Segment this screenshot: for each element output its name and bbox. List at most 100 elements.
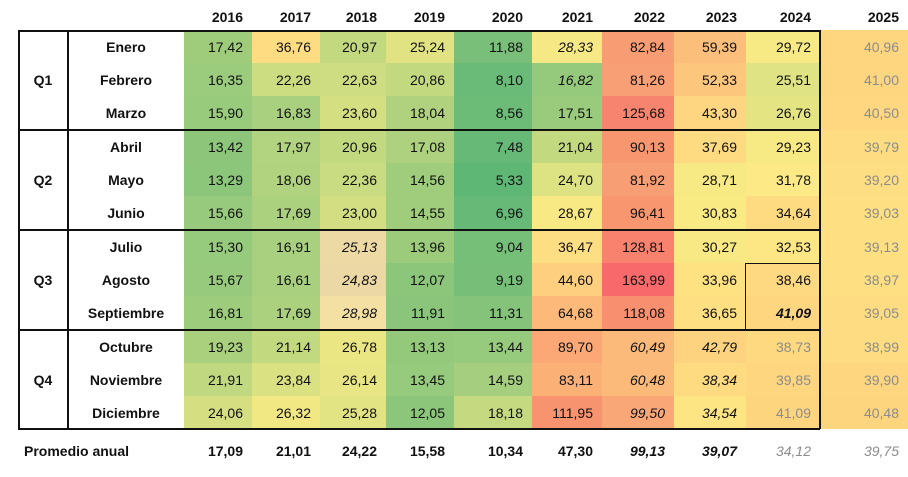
annual-average-value[interactable]: 17,09 xyxy=(207,443,243,459)
value-cell[interactable]: 13,13 xyxy=(386,330,454,363)
value-cell[interactable]: 52,33 xyxy=(674,63,746,96)
value-cell[interactable]: 22,26 xyxy=(252,63,320,96)
value-cell[interactable]: 28,98 xyxy=(320,296,386,330)
value-cell[interactable]: 16,81 xyxy=(184,296,252,330)
value-cell[interactable]: 11,88 xyxy=(454,30,532,63)
value-cell[interactable]: 96,41 xyxy=(602,196,674,230)
month-label[interactable]: Diciembre xyxy=(92,404,160,421)
value-cell[interactable]: 41,00 xyxy=(820,63,908,96)
annual-average-value[interactable]: 24,22 xyxy=(341,443,377,459)
value-cell[interactable]: 25,24 xyxy=(386,30,454,63)
value-cell[interactable]: 21,14 xyxy=(252,330,320,363)
value-cell[interactable]: 18,04 xyxy=(386,96,454,130)
value-cell[interactable]: 81,92 xyxy=(602,163,674,196)
value-cell[interactable]: 16,82 xyxy=(532,63,602,96)
quarter-label-q4[interactable]: Q4 xyxy=(33,371,53,388)
value-cell[interactable]: 17,97 xyxy=(252,130,320,163)
value-cell[interactable]: 14,59 xyxy=(454,363,532,396)
value-cell[interactable]: 9,19 xyxy=(454,263,532,296)
value-cell[interactable]: 15,90 xyxy=(184,96,252,130)
value-cell[interactable]: 15,30 xyxy=(184,230,252,263)
value-cell[interactable]: 7,48 xyxy=(454,130,532,163)
value-cell[interactable]: 43,30 xyxy=(674,96,746,130)
year-header-2021[interactable]: 2021 xyxy=(561,9,593,25)
value-cell[interactable]: 15,67 xyxy=(184,263,252,296)
annual-average-value[interactable]: 99,13 xyxy=(629,443,665,459)
value-cell[interactable]: 15,66 xyxy=(184,196,252,230)
value-cell[interactable]: 36,65 xyxy=(674,296,746,330)
value-cell[interactable]: 17,69 xyxy=(252,296,320,330)
value-cell[interactable]: 16,35 xyxy=(184,63,252,96)
month-label[interactable]: Octubre xyxy=(99,338,153,355)
value-cell[interactable]: 13,29 xyxy=(184,163,252,196)
value-cell[interactable]: 21,91 xyxy=(184,363,252,396)
value-cell[interactable]: 125,68 xyxy=(602,96,674,130)
year-header-2023[interactable]: 2023 xyxy=(705,9,737,25)
value-cell[interactable]: 39,05 xyxy=(820,296,908,330)
month-label[interactable]: Marzo xyxy=(105,105,147,121)
value-cell[interactable]: 39,20 xyxy=(820,163,908,196)
value-cell[interactable]: 25,28 xyxy=(320,396,386,429)
value-cell[interactable]: 39,03 xyxy=(820,196,908,230)
value-cell[interactable]: 32,53 xyxy=(746,230,820,263)
year-header-2025[interactable]: 2025 xyxy=(867,9,899,25)
annual-average-value[interactable]: 10,34 xyxy=(487,443,523,459)
annual-average-value[interactable]: 39,75 xyxy=(863,443,899,459)
year-header-2018[interactable]: 2018 xyxy=(345,9,377,25)
value-cell[interactable]: 16,91 xyxy=(252,230,320,263)
value-cell[interactable]: 14,56 xyxy=(386,163,454,196)
value-cell[interactable]: 33,96 xyxy=(674,263,746,296)
quarter-label-q1[interactable]: Q1 xyxy=(33,72,53,88)
value-cell[interactable]: 40,96 xyxy=(820,30,908,63)
month-label[interactable]: Mayo xyxy=(108,171,144,188)
annual-average-value[interactable]: 34,12 xyxy=(775,443,811,459)
value-cell[interactable]: 39,85 xyxy=(746,363,820,396)
value-cell[interactable]: 16,61 xyxy=(252,263,320,296)
value-cell[interactable]: 83,11 xyxy=(532,363,602,396)
value-cell[interactable]: 38,34 xyxy=(674,363,746,396)
value-cell[interactable]: 25,51 xyxy=(746,63,820,96)
value-cell[interactable]: 22,36 xyxy=(320,163,386,196)
value-cell[interactable]: 81,26 xyxy=(602,63,674,96)
value-cell[interactable]: 23,00 xyxy=(320,196,386,230)
month-label[interactable]: Junio xyxy=(107,205,145,221)
value-cell[interactable]: 99,50 xyxy=(602,396,674,429)
value-cell[interactable]: 8,10 xyxy=(454,63,532,96)
value-cell[interactable]: 17,51 xyxy=(532,96,602,130)
value-cell[interactable]: 34,64 xyxy=(746,196,820,230)
value-cell[interactable]: 22,63 xyxy=(320,63,386,96)
annual-average-value[interactable]: 39,07 xyxy=(701,443,737,459)
value-cell[interactable]: 36,47 xyxy=(532,230,602,263)
value-cell[interactable]: 24,83 xyxy=(320,263,386,296)
value-cell[interactable]: 60,49 xyxy=(602,330,674,363)
value-cell[interactable]: 39,79 xyxy=(820,130,908,163)
value-cell[interactable]: 38,99 xyxy=(820,330,908,363)
value-cell[interactable]: 163,99 xyxy=(602,263,674,296)
value-cell[interactable]: 11,91 xyxy=(386,296,454,330)
year-header-2020[interactable]: 2020 xyxy=(491,9,523,25)
value-cell[interactable]: 26,78 xyxy=(320,330,386,363)
value-cell[interactable]: 20,97 xyxy=(320,30,386,63)
year-header-2017[interactable]: 2017 xyxy=(279,9,311,25)
month-label[interactable]: Febrero xyxy=(99,71,153,88)
quarter-label-q2[interactable]: Q2 xyxy=(33,172,53,188)
annual-average-value[interactable]: 21,01 xyxy=(275,443,311,459)
value-cell[interactable]: 18,18 xyxy=(454,396,532,429)
value-cell[interactable]: 19,23 xyxy=(184,330,252,363)
value-cell[interactable]: 38,97 xyxy=(820,263,908,296)
year-header-2016[interactable]: 2016 xyxy=(211,9,243,25)
value-cell[interactable]: 16,83 xyxy=(252,96,320,130)
value-cell[interactable]: 26,14 xyxy=(320,363,386,396)
year-header-2024[interactable]: 2024 xyxy=(779,9,811,25)
value-cell[interactable]: 29,23 xyxy=(746,130,820,163)
value-cell[interactable]: 12,07 xyxy=(386,263,454,296)
value-cell[interactable]: 13,45 xyxy=(386,363,454,396)
value-cell[interactable]: 14,55 xyxy=(386,196,454,230)
value-cell[interactable]: 17,42 xyxy=(184,30,252,63)
value-cell[interactable]: 23,84 xyxy=(252,363,320,396)
value-cell[interactable]: 39,90 xyxy=(820,363,908,396)
value-cell[interactable]: 25,13 xyxy=(320,230,386,263)
value-cell[interactable]: 64,68 xyxy=(532,296,602,330)
value-cell[interactable]: 17,08 xyxy=(386,130,454,163)
value-cell[interactable]: 26,76 xyxy=(746,96,820,130)
